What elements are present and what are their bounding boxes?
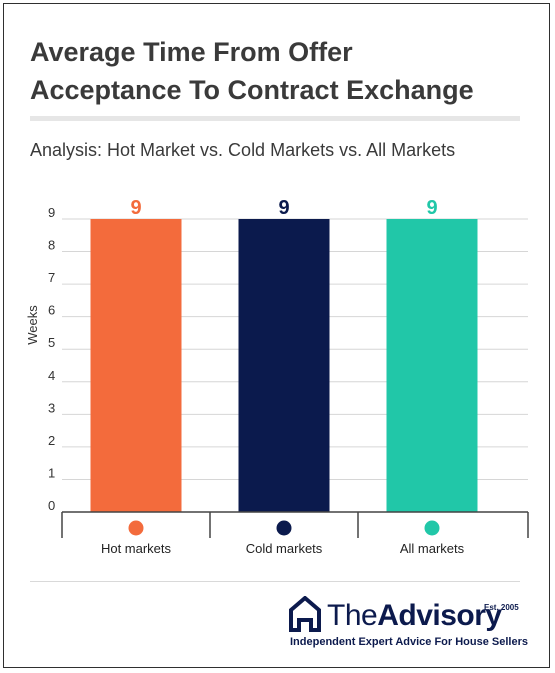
chart-title-line-2: Acceptance To Contract Exchange	[30, 75, 474, 105]
y-axis-label: Weeks	[25, 305, 40, 345]
legend-marker	[128, 520, 144, 536]
bar-value-label: 9	[426, 197, 437, 219]
brand-tagline: Independent Expert Advice For House Sell…	[290, 636, 528, 648]
legend-marker	[276, 520, 292, 536]
bar-value-label: 9	[278, 197, 289, 219]
chart-title: Average Time From Offer Acceptance To Co…	[30, 33, 530, 109]
chart-subtitle: Analysis: Hot Market vs. Cold Markets vs…	[30, 140, 456, 160]
y-tick-label: 3	[48, 400, 55, 415]
x-category-label: Hot markets	[101, 541, 172, 556]
y-tick-label: 8	[48, 238, 55, 253]
chart-title-line-1: Average Time From Offer	[30, 37, 353, 67]
y-tick-label: 5	[48, 335, 55, 350]
bar	[238, 219, 330, 512]
bar	[386, 219, 478, 512]
y-tick-label: 2	[48, 433, 55, 448]
y-tick-label: 9	[48, 205, 55, 220]
bar-value-label: 9	[130, 197, 141, 219]
y-tick-label: 7	[48, 270, 55, 285]
brand-logo: TheAdvisory	[327, 599, 502, 633]
y-tick-label: 1	[48, 465, 55, 480]
brand-established: Est. 2005	[484, 603, 519, 612]
house-logo-icon	[289, 596, 321, 632]
title-divider	[30, 116, 520, 121]
brand-name-part-1: The	[327, 599, 378, 632]
y-tick-label: 6	[48, 303, 55, 318]
x-category-label: All markets	[400, 541, 465, 556]
bar	[90, 219, 182, 512]
y-tick-label: 0	[48, 498, 55, 513]
y-tick-label: 4	[48, 368, 55, 383]
x-category-label: Cold markets	[246, 541, 323, 556]
brand-name-part-2: Advisory	[377, 599, 502, 632]
legend-marker	[424, 520, 440, 536]
footer-divider	[30, 581, 520, 582]
